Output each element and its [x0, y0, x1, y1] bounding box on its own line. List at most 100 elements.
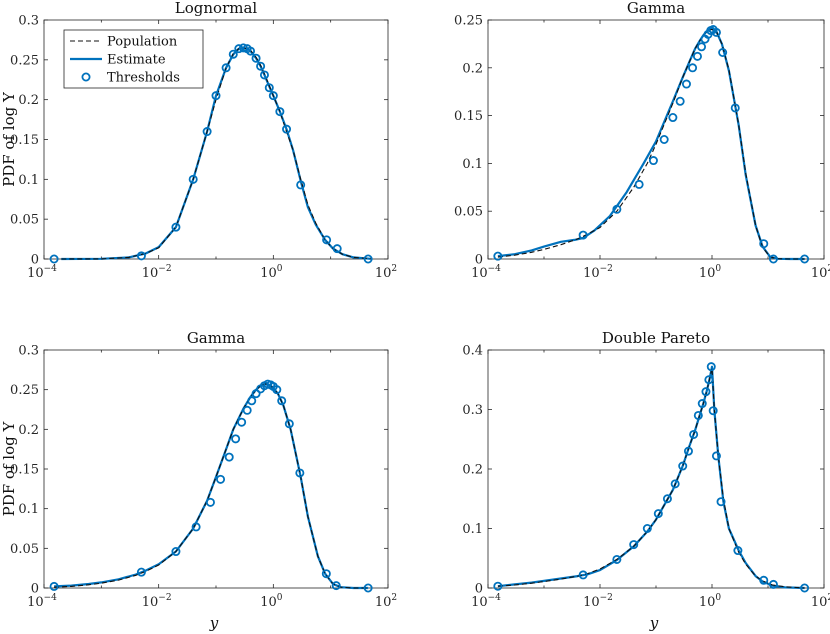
threshold-point [648, 156, 658, 166]
threshold-point [612, 204, 622, 214]
threshold-point [629, 540, 639, 550]
threshold-point [759, 239, 769, 249]
threshold-point [238, 43, 248, 53]
threshold-point [188, 174, 198, 184]
y-tick-label: 0.1 [462, 522, 483, 537]
y-tick-label: 0.2 [462, 61, 483, 76]
y-tick-label: 0.1 [18, 173, 39, 188]
axes-frame [43, 349, 389, 589]
y-tick-label: 0.1 [18, 502, 39, 517]
threshold-point [136, 567, 146, 577]
y-tick-label: 0 [31, 582, 39, 597]
threshold-point [242, 405, 252, 415]
threshold-point [711, 451, 721, 461]
y-tick-label: 0.15 [454, 109, 483, 124]
threshold-point [675, 96, 685, 106]
x-tick-label: 102 [811, 593, 830, 610]
chart-title: Lognormal [175, 0, 258, 17]
threshold-point [800, 254, 810, 264]
x-axis-label: y [209, 614, 219, 632]
x-tick-label: 102 [375, 264, 397, 281]
chart-title: Double Pareto [602, 329, 710, 347]
panel-4: 0 0.1 0.2 0.3 0.4 10−4 10−2 100 102 Double Pareto… [462, 329, 830, 632]
y-tick-label: 0.25 [10, 53, 39, 68]
x-tick-label: 100 [699, 593, 722, 610]
threshold-point [49, 581, 59, 591]
threshold-point [211, 91, 221, 101]
legend: Population Estimate Thresholds [63, 29, 204, 89]
y-tick-label: 0.25 [10, 383, 39, 398]
x-tick-label: 100 [260, 264, 283, 281]
threshold-point [282, 124, 292, 134]
x-tick-label: 100 [699, 264, 722, 281]
threshold-point [246, 46, 256, 56]
threshold-point [704, 375, 714, 385]
panel-1: 0 0.05 0.1 0.15 0.2 0.25 0.3 10−4 10−2 100 102 Logn… [0, 0, 397, 281]
y-tick-label: 0.4 [462, 344, 483, 359]
threshold-point [251, 389, 261, 399]
threshold-point [321, 569, 331, 579]
y-tick-label: 0.3 [18, 14, 39, 29]
legend-swatch-thresholds [81, 72, 91, 82]
y-tick-label: 0.05 [10, 542, 39, 557]
panel-3: 0 0.05 0.1 0.15 0.2 0.25 0.3 10−4 10−2 100 102 Gamm… [0, 329, 397, 632]
x-tick-label: 10−2 [142, 264, 172, 281]
threshold-point [493, 581, 503, 591]
y-tick-label: 0.05 [10, 213, 39, 228]
x-tick-label: 102 [375, 593, 397, 610]
threshold-point [224, 452, 234, 462]
chart-title: Gamma [627, 0, 685, 17]
threshold-point [202, 127, 212, 137]
y-tick-label: 0.15 [10, 463, 39, 478]
threshold-point [688, 63, 698, 73]
series-estimate-line [54, 383, 369, 590]
threshold-point [692, 51, 702, 61]
y-tick-label: 0.05 [454, 205, 483, 220]
threshold-point [284, 419, 294, 429]
y-tick-label: 0.3 [462, 403, 483, 418]
threshold-point [234, 44, 244, 54]
threshold-point [49, 254, 59, 264]
threshold-point [678, 461, 688, 471]
y-tick-label: 0.1 [462, 157, 483, 172]
y-tick-label: 0.25 [454, 14, 483, 29]
threshold-point [708, 406, 718, 416]
threshold-point [683, 446, 693, 456]
series-population-line [61, 47, 371, 260]
threshold-point [256, 61, 266, 71]
threshold-point [331, 581, 341, 591]
threshold-point [296, 180, 306, 190]
threshold-point [332, 244, 342, 254]
y-tick-label: 0 [475, 253, 483, 268]
threshold-point [171, 222, 181, 232]
threshold-point [275, 107, 285, 117]
threshold-point [216, 474, 226, 484]
x-tick-label: 100 [260, 593, 283, 610]
threshold-point [205, 497, 215, 507]
x-axis-label: y [649, 614, 659, 632]
threshold-point [228, 49, 238, 59]
threshold-point [322, 235, 332, 245]
threshold-point [268, 91, 278, 101]
y-tick-label: 0.15 [10, 133, 39, 148]
y-axis-label: PDF of log Y [0, 91, 18, 187]
threshold-point [697, 399, 707, 409]
threshold-point [697, 42, 707, 52]
threshold-point [221, 63, 231, 73]
threshold-point [295, 468, 305, 478]
threshold-point [277, 396, 287, 406]
threshold-point [612, 554, 622, 564]
x-tick-label: 10−4 [471, 264, 501, 281]
threshold-point [136, 251, 146, 261]
series-population-line [54, 383, 369, 589]
x-tick-label: 10−2 [583, 264, 613, 281]
threshold-point [706, 362, 716, 372]
threshold-point [733, 546, 743, 556]
x-tick-label: 10−4 [27, 264, 57, 281]
threshold-point [681, 79, 691, 89]
x-tick-label: 10−4 [471, 593, 501, 610]
threshold-point [191, 522, 201, 532]
y-axis-label: PDF of log Y [0, 421, 18, 517]
y-tick-label: 0 [31, 253, 39, 268]
